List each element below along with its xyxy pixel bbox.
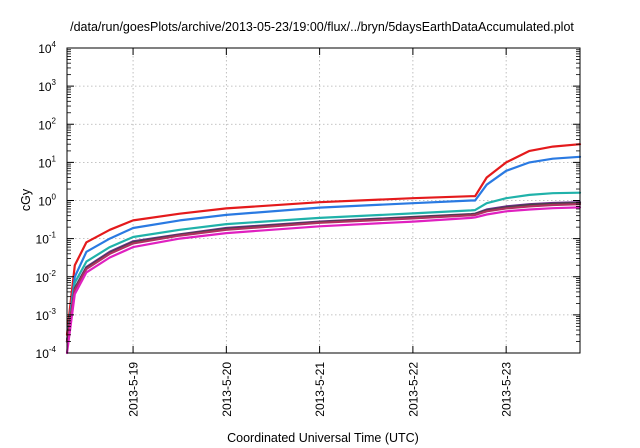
series-line-5 — [65, 201, 582, 343]
y-tick-label: 10-2 — [36, 269, 57, 285]
y-tick-base: 10 — [38, 42, 52, 56]
y-tick-exponent: 1 — [52, 154, 57, 163]
y-tick-base: 10 — [36, 347, 50, 361]
y-tick-label: 104 — [38, 40, 56, 56]
y-tick-base: 10 — [36, 233, 50, 247]
y-tick-label: 10-4 — [36, 345, 57, 361]
x-tick-label: 2013-5-23 — [500, 362, 514, 417]
y-tick-label: 103 — [38, 78, 56, 94]
y-tick-base: 10 — [36, 271, 50, 285]
series-group — [65, 143, 582, 355]
y-axis-label: cGy — [19, 188, 33, 211]
y-tick-exponent: 2 — [52, 116, 57, 125]
series-line-6 — [65, 203, 582, 343]
y-tick-base: 10 — [38, 195, 52, 209]
y-tick-exponent: 3 — [52, 78, 57, 87]
y-tick-base: 10 — [38, 80, 52, 94]
x-tick-label: 2013-5-20 — [220, 362, 234, 417]
y-tick-label: 101 — [38, 154, 56, 170]
series-line-2 — [65, 155, 582, 343]
series-line-3 — [65, 191, 582, 343]
series-line-7 — [65, 206, 582, 355]
y-tick-base: 10 — [38, 156, 52, 170]
y-tick-exponent: 0 — [52, 193, 57, 202]
y-tick-exponent: -3 — [49, 307, 57, 316]
series-line-1 — [65, 143, 582, 336]
y-tick-exponent: 4 — [52, 40, 57, 49]
y-tick-exponent: -2 — [49, 269, 57, 278]
y-tick-label: 102 — [38, 116, 56, 132]
x-tick-label: 2013-5-22 — [406, 362, 420, 417]
y-tick-base: 10 — [38, 118, 52, 132]
grid — [67, 48, 580, 353]
y-tick-label: 10-1 — [36, 231, 57, 247]
y-tick-label: 10-3 — [36, 307, 57, 323]
y-tick-exponent: -4 — [49, 345, 57, 354]
chart-title: /data/run/goesPlots/archive/2013-05-23/1… — [70, 20, 574, 34]
y-tick-base: 10 — [36, 309, 50, 323]
x-tick-label: 2013-5-21 — [313, 362, 327, 417]
y-tick-label: 100 — [38, 193, 56, 209]
x-axis-label: Coordinated Universal Time (UTC) — [227, 431, 419, 445]
y-tick-exponent: -1 — [49, 231, 57, 240]
x-ticks: 2013-5-19 2013-5-20 2013-5-21 2013-5-22 2013… — [127, 48, 514, 417]
x-tick-label: 2013-5-19 — [127, 362, 141, 417]
